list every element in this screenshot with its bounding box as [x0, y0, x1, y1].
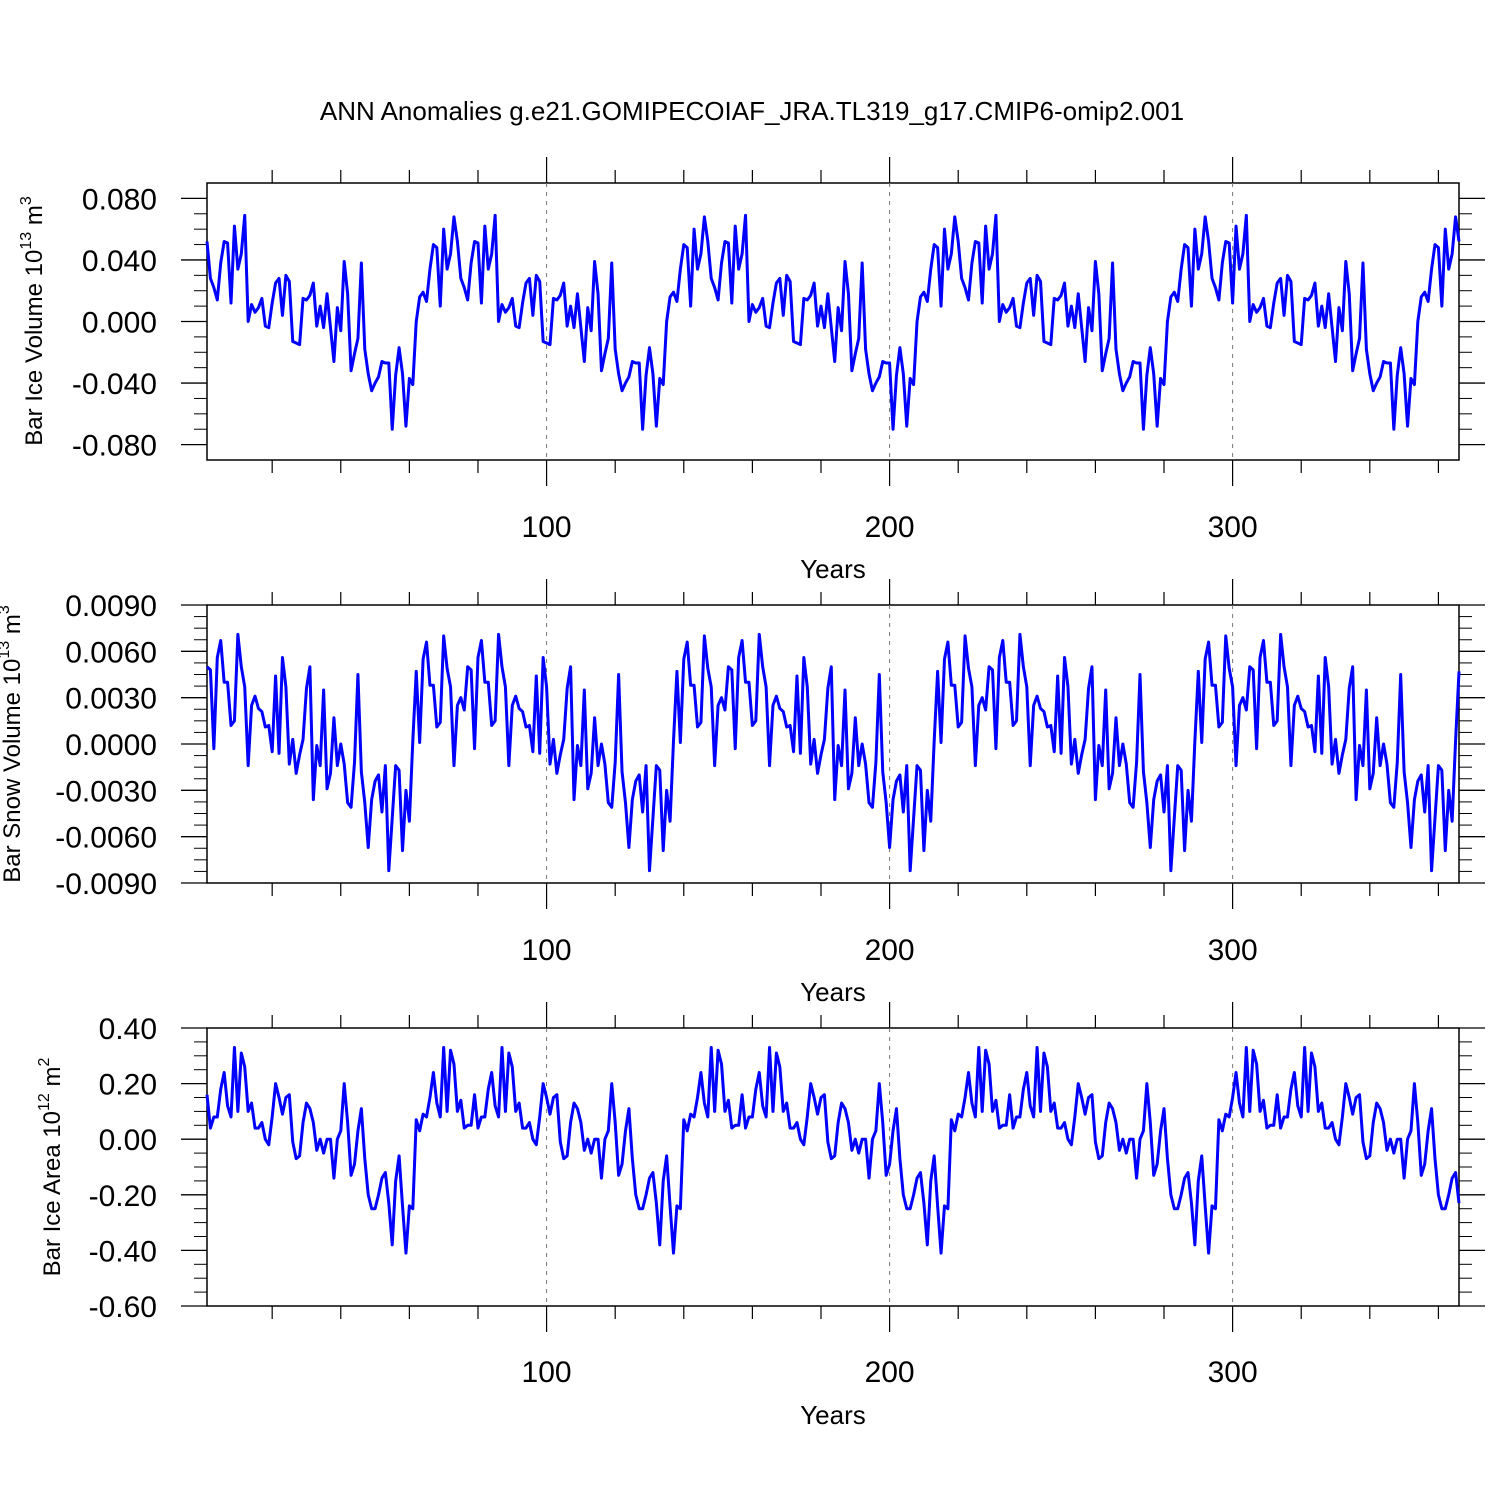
x-tick-label: 300: [1208, 934, 1258, 967]
y-tick-label: -0.0090: [55, 868, 157, 901]
y-axis-title: Bar Ice Area 1012 m2: [36, 1058, 66, 1277]
y-label-unit: m: [39, 1067, 66, 1094]
y-label-exponent: 13: [18, 232, 35, 250]
x-tick-label: 200: [865, 511, 915, 544]
x-tick-label: 100: [522, 934, 572, 967]
y-tick-label: 0.0090: [65, 590, 157, 623]
y-tick-label: 0.0030: [65, 683, 157, 716]
y-tick-label: 0.00: [99, 1124, 157, 1157]
y-label-main: Bar Snow Volume 10: [0, 659, 26, 883]
x-tick-label: 200: [865, 1356, 915, 1389]
y-tick-label: -0.0030: [55, 775, 157, 808]
series-line: [205, 632, 1461, 873]
y-tick-labels: 0.40 0.20 0.00 -0.20 -0.40 -0.60: [89, 1013, 157, 1324]
y-tick-label: -0.20: [89, 1180, 157, 1213]
y-label-main: Bar Ice Area 10: [39, 1111, 66, 1276]
x-tick-labels: 100 200 300: [522, 1356, 1258, 1389]
y-tick-label: -0.60: [89, 1291, 157, 1324]
y-tick-label: 0.40: [99, 1013, 157, 1046]
panel-ice-volume: 0.080 0.040 0.000 -0.040 -0.080 100 200 300 Ye…: [18, 157, 1485, 584]
x-tick-label: 300: [1208, 1356, 1258, 1389]
x-axis-title: Years: [800, 1400, 866, 1430]
y-tick-label: -0.40: [89, 1235, 157, 1268]
series-line: [205, 213, 1461, 431]
x-tick-labels: 100 200 300: [522, 934, 1258, 967]
y-tick-label: -0.040: [72, 368, 157, 401]
y-label-unit: m: [21, 205, 48, 232]
x-axis-title: Years: [800, 977, 866, 1007]
y-label-exponent: 13: [0, 641, 13, 659]
y-tick-label: -0.080: [72, 430, 157, 463]
y-tick-labels: 0.080 0.040 0.000 -0.040 -0.080: [72, 183, 157, 462]
x-tick-label: 300: [1208, 511, 1258, 544]
tick-layer: [181, 1002, 1485, 1332]
grid-layer: [546, 605, 1234, 883]
x-tick-label: 100: [522, 1356, 572, 1389]
y-axis-title: Bar Snow Volume 1013 m3: [0, 605, 26, 883]
x-tick-labels: 100 200 300: [522, 511, 1258, 544]
panel-snow-volume: 0.0090 0.0060 0.0030 0.0000 -0.0030 -0.0060 -0…: [0, 579, 1485, 1007]
y-label-unit: m: [0, 614, 26, 641]
panel-ice-area: 0.40 0.20 0.00 -0.20 -0.40 -0.60 100 200 300 Ye…: [36, 1002, 1485, 1430]
y-tick-label: 0.20: [99, 1069, 157, 1102]
x-tick-label: 200: [865, 934, 915, 967]
y-axis-title: Bar Ice Volume 1013 m3: [18, 196, 48, 446]
y-tick-label: 0.040: [82, 245, 157, 278]
y-tick-label: -0.0060: [55, 822, 157, 855]
x-axis-title: Years: [800, 554, 866, 584]
y-label-main: Bar Ice Volume 10: [21, 250, 48, 446]
chart-title: ANN Anomalies g.e21.GOMIPECOIAF_JRA.TL31…: [320, 96, 1184, 126]
y-tick-label: 0.000: [82, 307, 157, 340]
series-line: [205, 1045, 1461, 1255]
x-tick-label: 100: [522, 511, 572, 544]
y-tick-label: 0.0000: [65, 729, 157, 762]
y-label-unit-exponent: 3: [18, 196, 35, 205]
y-label-unit-exponent: 3: [0, 605, 13, 614]
y-tick-label: 0.0060: [65, 636, 157, 669]
plot-frame: [206, 1027, 1460, 1307]
grid-layer: [546, 183, 1234, 460]
y-label-unit-exponent: 2: [36, 1058, 53, 1067]
tick-layer: [181, 579, 1485, 909]
y-tick-labels: 0.0090 0.0060 0.0030 0.0000 -0.0030 -0.0060 -0…: [55, 590, 157, 901]
tick-layer: [181, 157, 1485, 486]
y-label-exponent: 12: [36, 1093, 53, 1111]
y-tick-label: 0.080: [82, 183, 157, 216]
